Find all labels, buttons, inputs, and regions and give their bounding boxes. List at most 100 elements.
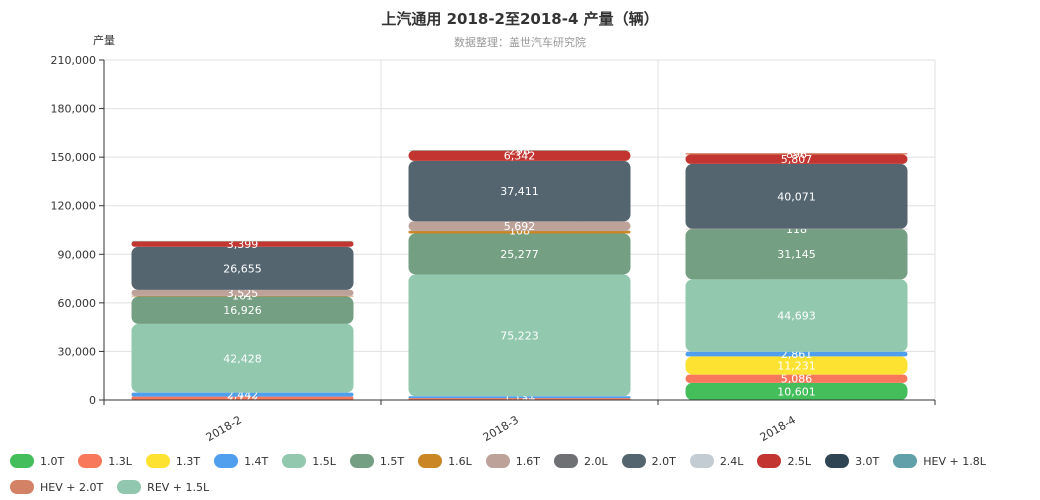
- legend-swatch: [553, 454, 578, 468]
- bar-segment: [685, 374, 908, 383]
- bar-segment: [685, 279, 908, 352]
- data-label: 10,601: [777, 385, 816, 398]
- legend-swatch: [825, 454, 850, 468]
- y-tick-label: 210,000: [51, 54, 97, 67]
- legend-label: 1.6L: [448, 454, 472, 468]
- legend-swatch: [145, 454, 170, 468]
- legend-swatch: [214, 454, 239, 468]
- data-label: 31,145: [777, 248, 816, 261]
- bar-segment: [685, 163, 908, 229]
- legend-label: 1.0T: [40, 454, 65, 468]
- legend-swatch: [621, 454, 646, 468]
- bar-segment: [408, 150, 631, 161]
- bar-segment: [131, 296, 354, 324]
- chart-subtitle: 数据整理：盖世汽车研究院: [454, 35, 586, 49]
- bar-segment: [408, 233, 631, 275]
- bar-segment: [685, 351, 908, 357]
- bar-segment: [131, 323, 354, 393]
- bar-stacks: 2,1222,44242,42816,9261613,52526,6553,39…: [131, 144, 908, 406]
- legend-label: 2.0T: [651, 454, 676, 468]
- x-tick-label: 2018-3: [481, 413, 521, 444]
- bar-segment: [685, 153, 908, 155]
- legend-item[interactable]: 1.3L: [78, 452, 132, 470]
- legend-label: 2.5L: [787, 454, 812, 468]
- bar-segment: [131, 396, 354, 400]
- data-label: 6,342: [504, 150, 536, 163]
- legend-swatch: [689, 454, 714, 468]
- legend-label: REV + 1.5L: [147, 480, 210, 494]
- bar-segment: [131, 289, 354, 296]
- data-label: 3,399: [227, 238, 259, 251]
- legend-item[interactable]: 1.5T: [349, 452, 405, 470]
- bar-segment: [131, 240, 354, 242]
- y-tick-label: 150,000: [51, 151, 97, 164]
- bar-segment: [685, 229, 908, 280]
- legend-item[interactable]: REV + 1.5L: [117, 478, 209, 496]
- legend-item[interactable]: 1.6T: [485, 452, 540, 470]
- data-label: 5,807: [781, 153, 813, 166]
- data-label: 16,926: [223, 304, 262, 317]
- data-label: 40,071: [777, 190, 816, 203]
- legend-item[interactable]: 3.0T: [825, 452, 879, 470]
- legend-item[interactable]: 1.5L: [282, 452, 336, 470]
- legend-label: 1.5T: [379, 454, 405, 468]
- bar-segment: [131, 246, 354, 290]
- bar-segment: [685, 228, 908, 230]
- bar-segment: [685, 154, 908, 164]
- data-label: 896: [786, 148, 807, 161]
- y-tick-label: 30,000: [58, 345, 97, 358]
- legend-swatch: [10, 480, 34, 494]
- bar-segment: [408, 230, 631, 234]
- y-tick-label: 0: [89, 394, 96, 407]
- legend-item[interactable]: 2.0L: [553, 452, 608, 470]
- data-label: 42,428: [223, 352, 262, 365]
- bar-segment: [685, 382, 908, 400]
- legend-item[interactable]: HEV + 1.8L: [893, 452, 986, 470]
- bar-segment: [131, 392, 354, 397]
- legend-label: 1.4T: [244, 454, 269, 468]
- chart-title: 上汽通用 2018-2至2018-4 产量（辆）: [381, 10, 658, 28]
- legend-item[interactable]: 1.6L: [418, 452, 472, 470]
- data-label: 37,411: [500, 185, 539, 198]
- legend-label: 2.0L: [583, 454, 608, 468]
- y-axis-label: 产量: [93, 33, 115, 47]
- legend-swatch: [10, 454, 34, 468]
- legend-swatch: [349, 454, 374, 468]
- legend-item[interactable]: 1.4T: [214, 452, 268, 470]
- y-tick-label: 60,000: [58, 297, 97, 310]
- legend-label: HEV + 2.0T: [40, 480, 104, 494]
- legend-item[interactable]: 2.0T: [621, 452, 676, 470]
- legend-swatch: [282, 454, 307, 468]
- data-label: 298: [509, 144, 530, 157]
- legend-swatch: [485, 454, 510, 468]
- bar-segment: [685, 356, 908, 375]
- legend-item[interactable]: 1.3T: [145, 452, 200, 470]
- data-label: 11,231: [777, 360, 816, 373]
- legend-item[interactable]: 2.5L: [757, 452, 811, 470]
- x-tick-label: 2018-2: [204, 413, 244, 444]
- data-label: 5,692: [504, 220, 536, 233]
- y-tick-label: 120,000: [51, 200, 97, 213]
- legend-swatch: [418, 454, 443, 468]
- y-tick-label: 180,000: [51, 103, 97, 116]
- bar-segment: [131, 241, 354, 247]
- bar-segment: [408, 221, 631, 231]
- data-label: 3,525: [227, 287, 259, 300]
- legend-swatch: [757, 454, 782, 468]
- legend-swatch: [78, 454, 103, 468]
- legend-swatch: [117, 480, 142, 494]
- data-label: 5,086: [781, 373, 813, 386]
- data-label: 75,223: [500, 329, 539, 342]
- stacked-bar-chart: 上汽通用 2018-2至2018-4 产量（辆） 数据整理：盖世汽车研究院 产量…: [51, 10, 936, 444]
- legend-label: 2.4L: [719, 454, 744, 468]
- bar-segment: [408, 396, 631, 399]
- legend-label: 3.0T: [855, 454, 880, 468]
- x-tick-label: 2018-4: [758, 413, 798, 444]
- legend-item[interactable]: 2.4L: [689, 452, 744, 470]
- legend-label: 1.3L: [108, 454, 132, 468]
- bar-segment: [131, 295, 354, 297]
- bar-segment: [408, 274, 631, 397]
- legend-item[interactable]: HEV + 2.0T: [10, 478, 103, 496]
- legend-item[interactable]: 1.0T: [10, 452, 64, 470]
- legend-label: HEV + 1.8L: [923, 454, 986, 468]
